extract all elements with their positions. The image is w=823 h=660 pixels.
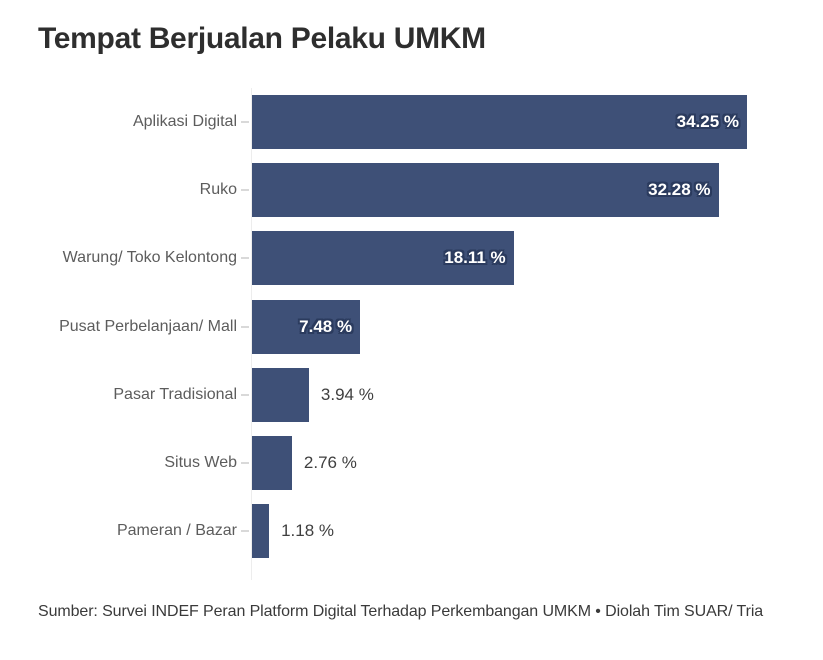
- axis-tick: [241, 325, 249, 328]
- bar-track: 34.25 %: [252, 95, 823, 150]
- value-label: 3.94 %: [320, 384, 374, 404]
- category-label: Pameran / Bazar: [116, 522, 237, 540]
- value-label: 2.76 %: [303, 453, 357, 473]
- bar: 7.48 %: [252, 299, 361, 354]
- value-label: 18.11 %: [444, 248, 506, 268]
- category-label: Pusat Perbelanjaan/ Mall: [59, 317, 237, 335]
- bar-row: Pusat Perbelanjaan/ Mall 7.48 %: [0, 293, 823, 361]
- source-note: Sumber: Survei INDEF Peran Platform Digi…: [38, 603, 764, 620]
- axis-tick: [241, 189, 249, 192]
- bar: [252, 504, 270, 559]
- bar-track: 7.48 %: [252, 299, 823, 354]
- axis-tick: [241, 257, 249, 260]
- bar-row: Warung/ Toko Kelontong 18.11 %: [0, 224, 823, 292]
- axis-tick: [241, 393, 249, 396]
- value-label: 7.48 %: [299, 316, 353, 336]
- category-label: Pasar Tradisional: [113, 385, 237, 403]
- category-label: Warung/ Toko Kelontong: [62, 249, 237, 267]
- bar-track: 32.28 %: [252, 163, 823, 218]
- bar: 34.25 %: [252, 95, 747, 150]
- bar-row: Pameran / Bazar 1.18 %: [0, 497, 823, 565]
- value-label: 32.28 %: [648, 180, 711, 200]
- bar-chart: Aplikasi Digital 34.25 % Ruko 32.28 % Warung…: [0, 88, 823, 565]
- bar-row: Pasar Tradisional 3.94 %: [0, 361, 823, 429]
- bar-row: Aplikasi Digital 34.25 %: [0, 88, 823, 156]
- axis-tick: [241, 530, 249, 533]
- category-label: Aplikasi Digital: [132, 113, 237, 131]
- bar-track: 2.76 %: [252, 436, 823, 491]
- bar: [252, 436, 292, 491]
- bar-track: 18.11 %: [252, 231, 823, 286]
- bar-row: Ruko 32.28 %: [0, 156, 823, 224]
- category-label: Ruko: [199, 181, 237, 199]
- chart-title: Tempat Berjualan Pelaku UMKM: [38, 22, 486, 55]
- value-label: 34.25 %: [676, 112, 739, 132]
- category-label: Situs Web: [164, 454, 237, 472]
- bar: 18.11 %: [252, 231, 514, 286]
- value-label: 1.18 %: [281, 521, 335, 541]
- bar-track: 3.94 %: [252, 367, 823, 422]
- axis-tick: [241, 462, 249, 465]
- axis-tick: [241, 121, 249, 124]
- bar-track: 1.18 %: [252, 504, 823, 559]
- bar: [252, 367, 309, 422]
- bar-row: Situs Web 2.76 %: [0, 429, 823, 497]
- bar: 32.28 %: [252, 163, 719, 218]
- y-axis-line: [251, 88, 252, 580]
